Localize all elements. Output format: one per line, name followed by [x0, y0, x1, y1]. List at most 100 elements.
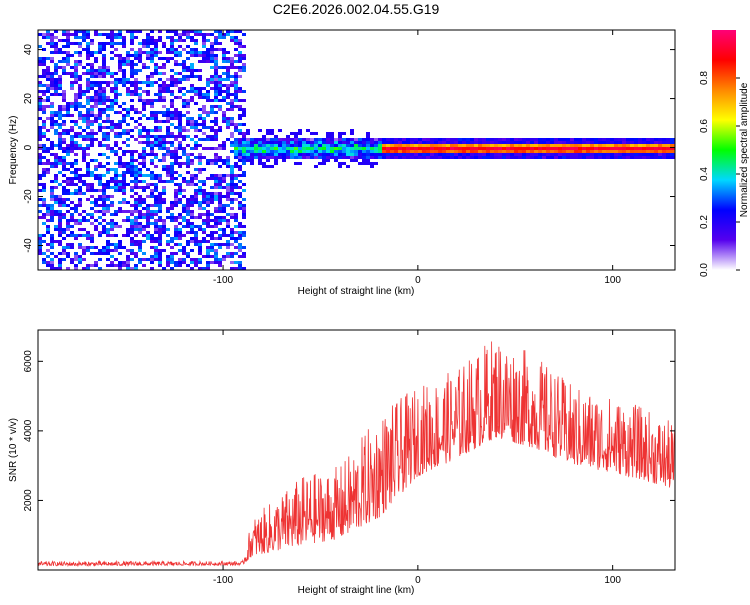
spectrogram-cell [458, 156, 462, 159]
spectrogram-cell [222, 234, 226, 237]
spectrogram-cell [94, 69, 98, 72]
spectrogram-cell [270, 141, 274, 144]
spectrogram-cell [342, 162, 346, 165]
spectrogram-cell [174, 96, 178, 99]
spectrogram-cell [214, 99, 218, 102]
spectrogram-cell [114, 96, 118, 99]
spectrogram-cell [210, 237, 214, 240]
spectrogram-cell [42, 258, 46, 261]
spectrogram-cell [226, 198, 230, 201]
spectrogram-cell [202, 87, 206, 90]
spectrogram-cell [110, 264, 114, 267]
spectrogram-cell [54, 132, 58, 135]
spectrogram-cell [462, 156, 466, 159]
spectrogram-cell [518, 147, 522, 150]
spectrogram-cell [42, 222, 46, 225]
spectrogram-cell [618, 156, 622, 159]
spectrogram-cell [158, 243, 162, 246]
spectrogram-cell [178, 144, 182, 147]
spectrogram-cell [638, 153, 642, 156]
spectrogram-cell [82, 159, 86, 162]
spectrogram-cell [110, 120, 114, 123]
spectrogram-cell [62, 165, 66, 168]
spectrogram-cell [562, 147, 566, 150]
spectrogram-cell [78, 168, 82, 171]
spectrogram-cell [42, 60, 46, 63]
spectrogram-cell [110, 102, 114, 105]
spectrogram-cell [114, 54, 118, 57]
spectrogram-cell [174, 234, 178, 237]
spectrogram-cell [546, 156, 550, 159]
spectrogram-cell [154, 183, 158, 186]
spectrogram-cell [594, 147, 598, 150]
spectrogram-cell [198, 162, 202, 165]
spectrogram-cell [58, 201, 62, 204]
spectrogram-cell [206, 267, 210, 270]
spectrogram-cell [486, 138, 490, 141]
spectrogram-cell [90, 39, 94, 42]
spectrogram-cell [82, 33, 86, 36]
spectrogram-cell [158, 111, 162, 114]
spectrogram-cell [118, 186, 122, 189]
colorbar-tick-label: 0.0 [699, 263, 710, 277]
spectrogram-cell [662, 147, 666, 150]
spectrogram-cell [126, 255, 130, 258]
spectrogram-cell [370, 141, 374, 144]
spectrogram-cell [478, 147, 482, 150]
y-tick-label: 6000 [23, 350, 34, 373]
spectrogram-cell [90, 135, 94, 138]
spectrogram-cell [190, 96, 194, 99]
spectrogram-cell [206, 210, 210, 213]
spectrogram-cell [94, 33, 98, 36]
spectrogram-cell [110, 225, 114, 228]
spectrogram-cell [130, 30, 134, 33]
spectrogram-cell [130, 156, 134, 159]
spectrogram-cell [198, 240, 202, 243]
spectrogram-cell [222, 99, 226, 102]
spectrogram-cell [602, 153, 606, 156]
spectrogram-cell [130, 165, 134, 168]
spectrogram-cell [490, 147, 494, 150]
spectrogram-cell [186, 243, 190, 246]
spectrogram-cell [102, 249, 106, 252]
spectrogram-cell [74, 168, 78, 171]
spectrogram-cell [202, 255, 206, 258]
spectrogram-cell [122, 246, 126, 249]
spectrogram-cell [142, 258, 146, 261]
spectrogram-cell [98, 72, 102, 75]
spectrogram-cell [54, 186, 58, 189]
spectrogram-cell [86, 90, 90, 93]
spectrogram-cell [62, 186, 66, 189]
spectrogram-cell [146, 186, 150, 189]
spectrogram-cell [82, 216, 86, 219]
spectrogram-cell [146, 93, 150, 96]
x-tick-label: -100 [213, 575, 233, 586]
spectrogram-cell [602, 156, 606, 159]
spectrogram-cell [78, 204, 82, 207]
spectrogram-cell [146, 51, 150, 54]
spectrogram-cell [170, 84, 174, 87]
spectrogram-cell [154, 156, 158, 159]
spectrogram-cell [490, 156, 494, 159]
spectrogram-cell [230, 174, 234, 177]
spectrogram-cell [74, 219, 78, 222]
spectrogram-cell [234, 66, 238, 69]
spectrogram-cell [110, 147, 114, 150]
spectrogram-cell [474, 156, 478, 159]
spectrogram-cell [182, 69, 186, 72]
spectrogram-cell [146, 195, 150, 198]
spectrogram-cell [374, 153, 378, 156]
spectrogram-cell [98, 165, 102, 168]
spectrogram-cell [98, 90, 102, 93]
spectrogram-cell [150, 237, 154, 240]
spectrogram-cell [226, 213, 230, 216]
spectrogram-cell [66, 36, 70, 39]
spectrogram-cell [658, 156, 662, 159]
spectrogram-cell [122, 189, 126, 192]
spectrogram-cell [494, 138, 498, 141]
spectrogram-cell [214, 93, 218, 96]
spectrogram-cell [238, 51, 242, 54]
spectrogram-cell [186, 144, 190, 147]
spectrogram-cell [110, 75, 114, 78]
spectrogram-cell [270, 150, 274, 153]
